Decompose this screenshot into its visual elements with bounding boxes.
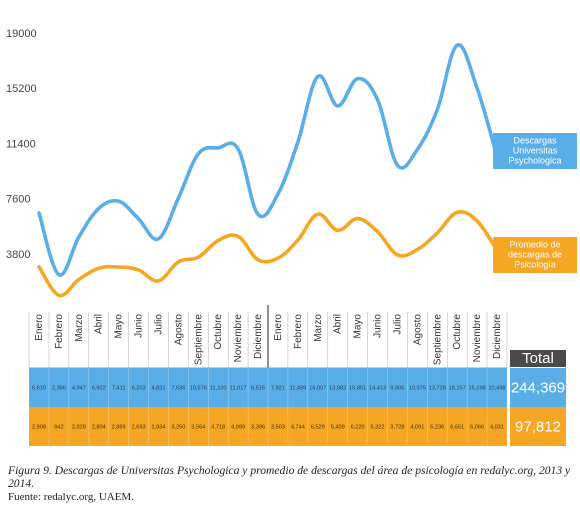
average-value-cell: 2,693 (132, 425, 146, 431)
average-value-cell: 4,031 (490, 425, 504, 431)
downloads-value-cell: 6,922 (92, 386, 106, 392)
average-value-cell: 3,396 (251, 425, 265, 431)
average-line (37, 210, 499, 298)
legend-downloads-label: Psychologica (508, 156, 561, 166)
x-tick-label: Abril (94, 314, 105, 334)
average-value-cell: 4,091 (410, 425, 424, 431)
legend-average-label: descargas de (508, 250, 562, 260)
downloads-value-cell: 10,975 (409, 386, 426, 392)
average-value-cell: 5,322 (371, 425, 385, 431)
x-tick-label: Mayo (353, 314, 364, 339)
average-value-cell: 6,529 (311, 425, 325, 431)
average-value-cell: 4,718 (211, 425, 225, 431)
average-value-cell: 1,934 (151, 425, 165, 431)
downloads-chart: 19000 15200 11400 7600 3800 DescargasUniversi… (6, 28, 577, 446)
x-tick-label: Octubre (213, 314, 224, 350)
downloads-total-box (510, 368, 566, 407)
x-tick-label: Septiembre (193, 314, 204, 366)
downloads-total-value: 244,369 (511, 380, 565, 397)
average-value-cell: 2,804 (92, 425, 106, 431)
average-total-value: 97,812 (515, 419, 561, 436)
x-tick-label: Marzo (74, 314, 85, 342)
figure-caption: Figura 9. Descargas de Universitas Psych… (8, 464, 571, 490)
y-tick-label: 3800 (6, 249, 30, 261)
downloads-value-cell: 10,676 (190, 386, 207, 392)
downloads-value-cell: 10,498 (488, 386, 505, 392)
downloads-value-cell: 14,413 (369, 386, 386, 392)
x-tick-label: Noviembre (233, 314, 244, 363)
legend-average-box (493, 237, 577, 273)
x-tick-label: Septiembre (432, 314, 443, 366)
downloads-value-cell: 4,947 (72, 386, 86, 392)
downloads-value-cell: 11,017 (230, 386, 247, 392)
x-tick-label: Junio (373, 314, 384, 338)
legend-downloads-box (493, 133, 577, 169)
legend-average-label: Promedio de (509, 240, 560, 250)
x-tick-label: Noviembre (472, 314, 483, 363)
x-tick-label: Octubre (452, 314, 463, 350)
y-tick-label: 7600 (6, 194, 30, 206)
x-tick-label: Abril (333, 314, 344, 334)
x-tick-label: Agosto (412, 314, 423, 346)
downloads-value-cell: 9,905 (390, 386, 404, 392)
downloads-value-cell: 7,921 (271, 386, 285, 392)
x-tick-label: Julio (392, 314, 403, 335)
average-value-cell: 5,409 (331, 425, 345, 431)
legend-average-label: Psicología (514, 260, 556, 270)
average-value-cell: 942 (54, 425, 63, 431)
total-header-label: Total (522, 350, 554, 367)
average-value-cell: 6,220 (351, 425, 365, 431)
downloads-value-cell: 16,007 (309, 386, 326, 392)
downloads-value-cell: 6,203 (132, 386, 146, 392)
average-value-cell: 2,889 (112, 425, 126, 431)
x-tick-label: Marzo (313, 314, 324, 342)
x-tick-label: Agosto (173, 314, 184, 346)
figure-source: Fuente: redalyc.org, UAEM. (8, 491, 134, 503)
y-tick-label: 15200 (6, 83, 37, 95)
downloads-value-cell: 15,198 (469, 386, 486, 392)
average-value-cell: 2,028 (72, 425, 86, 431)
x-tick-label: Febrero (293, 314, 304, 349)
downloads-value-cell: 7,411 (112, 386, 126, 392)
downloads-value-cell: 7,636 (171, 386, 185, 392)
total-header-box (510, 350, 566, 367)
average-value-cell: 2,908 (32, 425, 46, 431)
average-value-cell: 3,728 (390, 425, 404, 431)
average-value-cell: 3,250 (171, 425, 185, 431)
y-tick-label: 11400 (6, 138, 36, 150)
downloads-value-cell: 13,982 (329, 386, 346, 392)
downloads-value-cell: 6,516 (251, 386, 265, 392)
average-value-cell: 3,564 (191, 425, 205, 431)
average-value-cell: 4,744 (291, 425, 305, 431)
legend-downloads-label: Universitas (513, 146, 558, 156)
downloads-value-cell: 13,728 (429, 386, 446, 392)
x-tick-label: Julio (153, 314, 164, 335)
x-tick-label: Mayo (114, 314, 125, 339)
average-value-cell: 5,236 (430, 425, 444, 431)
downloads-row-bg (29, 368, 507, 407)
average-value-cell: 4,999 (231, 425, 245, 431)
downloads-value-cell: 2,366 (52, 386, 66, 392)
average-row-bg (29, 407, 507, 446)
average-total-box (510, 407, 566, 446)
x-tick-label: Diciembre (253, 314, 264, 359)
x-tick-label: Enero (273, 314, 284, 341)
downloads-value-cell: 4,831 (151, 386, 165, 392)
x-tick-label: Enero (34, 314, 45, 341)
downloads-value-cell: 15,851 (349, 386, 366, 392)
y-tick-label: 19000 (6, 28, 37, 40)
average-value-cell: 6,651 (450, 425, 464, 431)
x-tick-label: Junio (134, 314, 145, 338)
downloads-value-cell: 6,610 (32, 386, 46, 392)
average-value-cell: 6,066 (470, 425, 484, 431)
x-tick-label: Diciembre (492, 314, 503, 359)
x-tick-label: Febrero (54, 314, 65, 349)
downloads-line (37, 43, 499, 277)
downloads-value-cell: 11,499 (290, 386, 307, 392)
downloads-value-cell: 18,157 (449, 386, 466, 392)
average-value-cell: 3,503 (271, 425, 285, 431)
downloads-value-cell: 11,100 (210, 386, 227, 392)
legend-downloads-label: Descargas (513, 136, 557, 146)
